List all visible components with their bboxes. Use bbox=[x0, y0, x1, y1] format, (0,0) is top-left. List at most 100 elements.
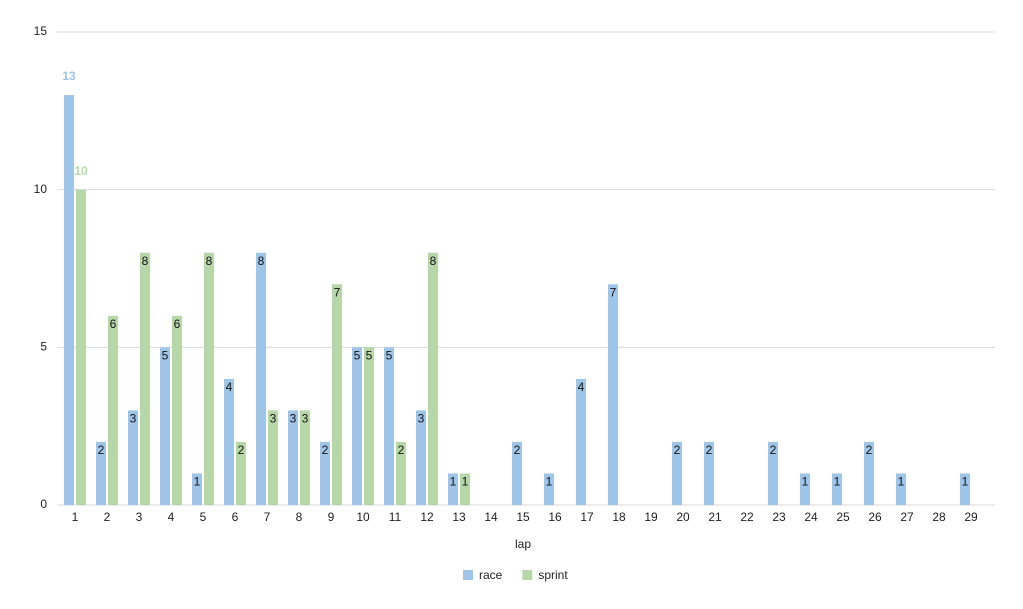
bar bbox=[332, 284, 342, 505]
x-tick-label: 11 bbox=[389, 510, 402, 524]
legend-label: sprint bbox=[538, 568, 568, 582]
x-tick-label: 5 bbox=[200, 510, 207, 524]
data-label: 2 bbox=[706, 443, 713, 457]
x-tick-label: 25 bbox=[836, 510, 850, 524]
x-tick-label: 9 bbox=[328, 510, 335, 524]
data-label: 1 bbox=[802, 475, 809, 489]
x-tick-label: 12 bbox=[420, 510, 434, 524]
x-tick-label: 7 bbox=[264, 510, 271, 524]
x-tick-label: 22 bbox=[740, 510, 754, 524]
data-label: 2 bbox=[866, 443, 873, 457]
legend-swatch bbox=[522, 570, 533, 580]
bar bbox=[384, 347, 394, 505]
bar bbox=[576, 378, 586, 505]
x-tick-label: 23 bbox=[772, 510, 786, 524]
bar bbox=[288, 410, 298, 505]
bar bbox=[256, 252, 266, 505]
x-tick-label: 10 bbox=[356, 510, 370, 524]
bar bbox=[428, 252, 438, 505]
data-label: 1 bbox=[450, 475, 457, 489]
x-tick-label: 16 bbox=[548, 510, 562, 524]
x-tick-label: 13 bbox=[452, 510, 466, 524]
bar bbox=[96, 441, 106, 505]
data-label: 3 bbox=[130, 412, 137, 426]
bar bbox=[300, 410, 310, 505]
data-label: 4 bbox=[578, 380, 585, 394]
bar bbox=[864, 441, 874, 505]
data-label: 2 bbox=[398, 443, 405, 457]
x-tick-label: 24 bbox=[804, 510, 818, 524]
data-label: 2 bbox=[98, 443, 105, 457]
bar bbox=[960, 473, 970, 505]
x-tick-label: 17 bbox=[580, 510, 594, 524]
data-label: 2 bbox=[770, 443, 777, 457]
data-label: 6 bbox=[110, 317, 117, 331]
bar bbox=[236, 441, 246, 505]
data-label: 3 bbox=[302, 412, 309, 426]
x-tick-label: 3 bbox=[136, 510, 143, 524]
data-label: 7 bbox=[334, 285, 341, 299]
x-tick-label: 15 bbox=[516, 510, 530, 524]
y-tick-label: 0 bbox=[40, 497, 47, 511]
data-label: 10 bbox=[74, 164, 88, 178]
bar bbox=[800, 473, 810, 505]
bar bbox=[768, 441, 778, 505]
data-label: 6 bbox=[174, 317, 181, 331]
bar bbox=[76, 189, 86, 505]
legend-swatch bbox=[463, 570, 473, 580]
data-label: 5 bbox=[386, 349, 393, 363]
data-label: 1 bbox=[898, 475, 905, 489]
bar bbox=[896, 473, 906, 505]
bar bbox=[396, 441, 406, 505]
x-tick-label: 20 bbox=[676, 510, 690, 524]
bar bbox=[832, 473, 842, 505]
x-tick-label: 29 bbox=[964, 510, 978, 524]
data-label: 2 bbox=[238, 443, 245, 457]
x-tick-label: 6 bbox=[232, 510, 239, 524]
x-tick-label: 8 bbox=[296, 510, 303, 524]
data-label: 3 bbox=[290, 412, 297, 426]
bar bbox=[192, 473, 202, 505]
data-label: 8 bbox=[142, 254, 149, 268]
bar bbox=[460, 473, 470, 505]
bar bbox=[128, 410, 138, 505]
bar bbox=[320, 441, 330, 505]
data-label: 1 bbox=[462, 475, 469, 489]
bar bbox=[704, 441, 714, 505]
data-label: 13 bbox=[62, 69, 76, 83]
bar bbox=[416, 410, 426, 505]
bar bbox=[364, 347, 374, 505]
bar bbox=[224, 378, 234, 505]
bar bbox=[512, 441, 522, 505]
data-label: 2 bbox=[322, 443, 329, 457]
x-tick-label: 1 bbox=[72, 510, 79, 524]
y-tick-label: 5 bbox=[40, 340, 47, 354]
x-tick-label: 2 bbox=[104, 510, 111, 524]
data-label: 7 bbox=[610, 285, 617, 299]
bar bbox=[140, 252, 150, 505]
y-tick-label: 15 bbox=[34, 24, 48, 38]
bar bbox=[204, 252, 214, 505]
x-axis-label: lap bbox=[515, 537, 531, 551]
data-label: 4 bbox=[226, 380, 233, 394]
bar bbox=[448, 473, 458, 505]
bar bbox=[672, 441, 682, 505]
bar bbox=[352, 347, 362, 505]
data-label: 1 bbox=[962, 475, 969, 489]
data-label: 5 bbox=[354, 349, 361, 363]
x-tick-label: 18 bbox=[612, 510, 626, 524]
x-tick-label: 26 bbox=[868, 510, 882, 524]
data-label: 8 bbox=[258, 254, 265, 268]
bar bbox=[108, 315, 118, 505]
data-label: 5 bbox=[162, 349, 169, 363]
data-label: 2 bbox=[514, 443, 521, 457]
data-label: 8 bbox=[206, 254, 213, 268]
data-label: 3 bbox=[270, 412, 277, 426]
data-label: 1 bbox=[194, 475, 201, 489]
bar bbox=[160, 347, 170, 505]
x-tick-label: 27 bbox=[900, 510, 914, 524]
x-tick-label: 19 bbox=[644, 510, 658, 524]
y-tick-label: 10 bbox=[34, 182, 48, 196]
x-tick-label: 14 bbox=[484, 510, 498, 524]
